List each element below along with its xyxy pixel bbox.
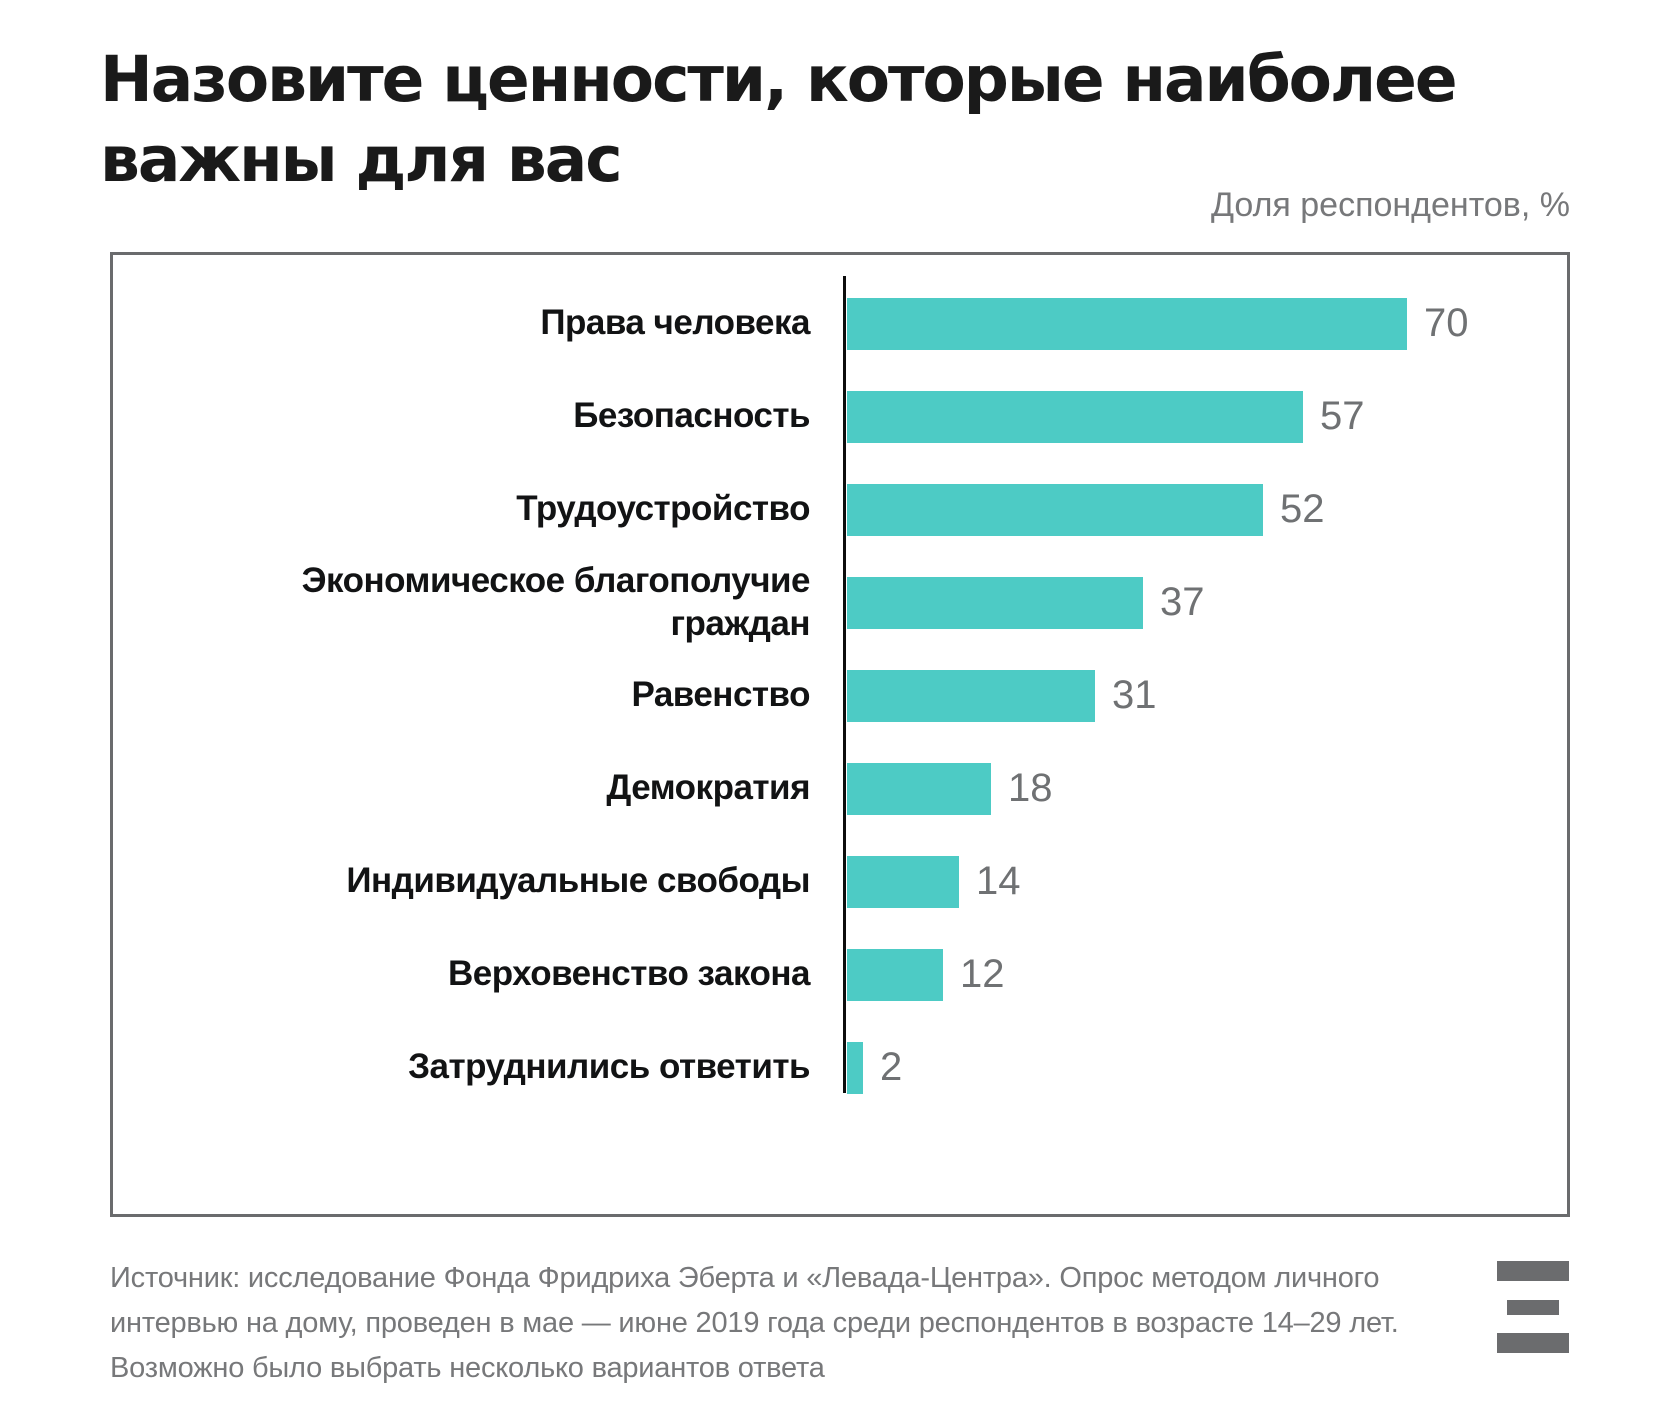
bar-row: Трудоустройство 52 bbox=[113, 463, 1567, 556]
source-line-2: интервью на дому, проведен в мае — июне … bbox=[110, 1307, 1399, 1340]
source-line-1: Источник: исследование Фонда Фридриха Эб… bbox=[110, 1262, 1380, 1294]
bar bbox=[847, 948, 943, 1001]
logo-bar-middle bbox=[1507, 1300, 1559, 1315]
chart-title: Назовите ценности, которые наиболее важны… bbox=[100, 40, 1580, 200]
bar bbox=[847, 1041, 863, 1094]
bar bbox=[847, 297, 1407, 350]
category-label: Экономическое благополучие граждан bbox=[113, 560, 844, 645]
value-label: 31 bbox=[1112, 673, 1157, 717]
category-label: Верховенство закона bbox=[113, 953, 844, 996]
chart-title-line2: важны для вас bbox=[100, 123, 623, 196]
bar-row: Равенство 31 bbox=[113, 649, 1567, 742]
category-label-text: Равенство bbox=[631, 675, 810, 715]
category-label-text: Трудоустройство bbox=[516, 489, 810, 529]
source-line-3: Возможно было выбрать несколько варианто… bbox=[110, 1352, 825, 1385]
bar-row: Экономическое благополучие граждан 37 bbox=[113, 556, 1567, 649]
value-label: 57 bbox=[1320, 394, 1365, 438]
category-label-text: Индивидуальные свободы bbox=[346, 861, 810, 901]
chart-title-line1: Назовите ценности, которые наиболее bbox=[100, 43, 1458, 116]
value-label: 2 bbox=[880, 1045, 903, 1089]
category-label-text: Права человека bbox=[540, 303, 810, 343]
category-label: Трудоустройство bbox=[113, 488, 844, 531]
bar bbox=[847, 762, 991, 815]
bar-row: Затруднились ответить 2 bbox=[113, 1021, 1567, 1114]
category-label-text: Демократия bbox=[606, 768, 810, 808]
bar-zone: 2 bbox=[847, 1041, 903, 1094]
value-label: 70 bbox=[1424, 301, 1469, 345]
bar bbox=[847, 669, 1095, 722]
bar-zone: 70 bbox=[847, 297, 1469, 350]
logo-bar-bottom bbox=[1497, 1333, 1569, 1353]
bar-row: Верховенство закона 12 bbox=[113, 928, 1567, 1021]
logo-bar-top bbox=[1497, 1261, 1569, 1281]
category-label: Демократия bbox=[113, 767, 844, 810]
category-label: Затруднились ответить bbox=[113, 1046, 844, 1089]
bar bbox=[847, 855, 959, 908]
value-label: 14 bbox=[976, 859, 1021, 903]
bar bbox=[847, 576, 1143, 629]
category-label: Безопасность bbox=[113, 395, 844, 438]
category-label: Права человека bbox=[113, 302, 844, 345]
bar bbox=[847, 390, 1303, 443]
bar-zone: 31 bbox=[847, 669, 1157, 722]
bar-zone: 18 bbox=[847, 762, 1053, 815]
bar bbox=[847, 483, 1263, 536]
bar-row: Безопасность 57 bbox=[113, 370, 1567, 463]
category-label-text: Безопасность bbox=[573, 396, 810, 436]
axis-units-label: Доля респондентов, % bbox=[1211, 186, 1570, 224]
bar-chart: Права человека 70 Безопасность 57 Трудоустро… bbox=[113, 255, 1567, 1114]
value-label: 37 bbox=[1160, 580, 1205, 624]
category-label: Равенство bbox=[113, 674, 844, 717]
bar-zone: 14 bbox=[847, 855, 1021, 908]
category-label-text: Верховенство закона bbox=[448, 954, 811, 994]
bar-zone: 57 bbox=[847, 390, 1365, 443]
bar-zone: 12 bbox=[847, 948, 1005, 1001]
category-label-text: Экономическое благополучие граждан bbox=[301, 560, 811, 643]
source-note: Источник: исследование Фонда Фридриха Эб… bbox=[110, 1256, 1450, 1392]
bar-row: Права человека 70 bbox=[113, 277, 1567, 370]
category-label: Индивидуальные свободы bbox=[113, 860, 844, 903]
value-label: 52 bbox=[1280, 487, 1325, 531]
bar-zone: 37 bbox=[847, 576, 1205, 629]
bar-row: Индивидуальные свободы 14 bbox=[113, 835, 1567, 928]
axis-line bbox=[843, 276, 846, 1093]
value-label: 12 bbox=[960, 952, 1005, 996]
chart-frame: Права человека 70 Безопасность 57 Трудоустро… bbox=[110, 252, 1570, 1217]
category-label-text: Затруднились ответить bbox=[408, 1047, 810, 1087]
value-label: 18 bbox=[1008, 766, 1053, 810]
publisher-logo bbox=[1497, 1261, 1569, 1353]
bar-row: Демократия 18 bbox=[113, 742, 1567, 835]
bar-zone: 52 bbox=[847, 483, 1325, 536]
